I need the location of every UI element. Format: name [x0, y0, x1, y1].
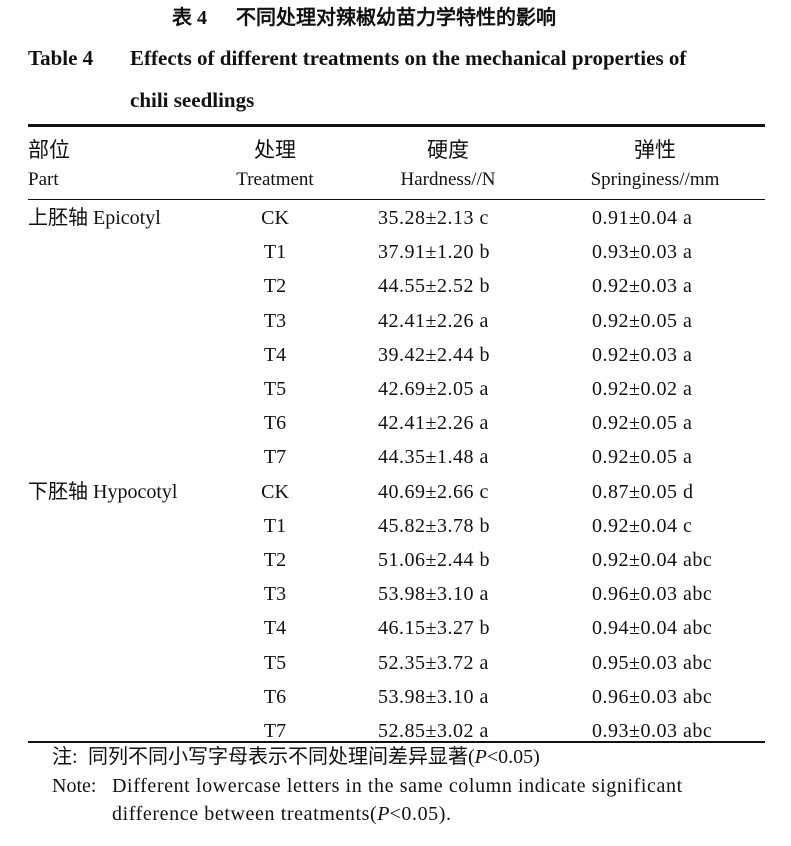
note-en-line2: P — [377, 803, 390, 825]
note-cn-text: P — [474, 746, 487, 768]
header-cn: 硬度 — [427, 137, 469, 162]
treatment: T5 — [263, 651, 287, 674]
hardness: 52.35±3.72 a — [378, 651, 489, 674]
note-en-line2: difference between treatments( — [112, 803, 378, 825]
treatment: T1 — [263, 514, 287, 537]
note-cn-label: 注: — [52, 746, 78, 768]
title-cn-text: 不同处理对辣椒幼苗力学特性的影响 — [236, 7, 556, 29]
treatment: T7 — [263, 446, 287, 469]
part-label: 下胚轴 Hypocotyl — [28, 480, 178, 503]
title-en-line1: Effects of different treatments on the m… — [130, 45, 687, 70]
hardness: 39.42±2.44 b — [378, 343, 490, 366]
hardness: 52.85±3.02 a — [378, 720, 489, 742]
title-en-line2: chili seedlings — [130, 87, 255, 112]
treatment: T4 — [263, 617, 287, 640]
treatment: CK — [261, 207, 289, 229]
treatment: T6 — [263, 685, 287, 708]
note-en-label: Note: — [52, 775, 97, 797]
top-rule — [28, 124, 765, 127]
note-en-line2: <0.05). — [389, 803, 452, 825]
note-en-line1: Different lowercase letters in the same … — [112, 775, 683, 797]
header-en: Hardness//N — [400, 168, 496, 190]
part-label: 上胚轴 Epicotyl — [28, 207, 161, 229]
treatment: T2 — [263, 275, 287, 298]
springiness: 0.92±0.04 c — [592, 514, 693, 537]
treatment: T4 — [263, 343, 287, 366]
treatment: T6 — [263, 412, 287, 435]
hardness: 46.15±3.27 b — [378, 617, 490, 640]
header-en: Part — [28, 168, 59, 190]
hardness: 42.69±2.05 a — [378, 378, 489, 400]
springiness: 0.93±0.03 a — [592, 241, 693, 264]
treatment: T3 — [263, 583, 287, 606]
springiness: 0.92±0.03 a — [592, 275, 693, 298]
title-cn-label: 表 4 — [172, 7, 207, 29]
bottom-rule — [28, 741, 765, 743]
springiness: 0.92±0.02 a — [592, 378, 693, 400]
header-cn: 部位 — [28, 137, 70, 162]
hardness: 44.55±2.52 b — [378, 275, 490, 298]
springiness: 0.87±0.05 d — [592, 480, 694, 503]
hardness: 44.35±1.48 a — [378, 446, 489, 469]
hardness: 35.28±2.13 c — [378, 207, 489, 229]
springiness: 0.94±0.04 abc — [592, 617, 713, 640]
treatment: T1 — [263, 241, 287, 264]
hardness: 53.98±3.10 a — [378, 583, 489, 606]
hardness: 51.06±2.44 b — [378, 549, 490, 571]
springiness: 0.93±0.03 abc — [592, 720, 713, 742]
treatment: T5 — [263, 378, 287, 400]
header-cn: 处理 — [254, 137, 296, 162]
springiness: 0.91±0.04 a — [592, 207, 693, 229]
springiness: 0.92±0.04 abc — [592, 549, 713, 571]
hardness: 42.41±2.26 a — [378, 309, 489, 332]
springiness: 0.92±0.05 a — [592, 412, 693, 435]
header-rule — [28, 199, 765, 200]
springiness: 0.96±0.03 abc — [592, 583, 713, 606]
title-en-label: Table 4 — [28, 45, 94, 70]
header-en: Springiness//mm — [590, 168, 720, 190]
springiness: 0.95±0.03 abc — [592, 651, 713, 674]
note-cn-text: <0.05) — [486, 746, 540, 768]
springiness: 0.92±0.05 a — [592, 446, 693, 469]
springiness: 0.92±0.05 a — [592, 309, 693, 332]
header-cn: 弹性 — [634, 137, 676, 162]
treatment: T3 — [263, 309, 287, 332]
springiness: 0.92±0.03 a — [592, 343, 693, 366]
hardness: 53.98±3.10 a — [378, 685, 489, 708]
hardness: 45.82±3.78 b — [378, 514, 490, 537]
note-cn-text: 同列不同小写字母表示不同处理间差异显著( — [88, 746, 475, 768]
header-en: Treatment — [236, 168, 314, 190]
hardness: 37.91±1.20 b — [378, 241, 490, 264]
treatment: T7 — [263, 720, 287, 742]
springiness: 0.96±0.03 abc — [592, 685, 713, 708]
hardness: 40.69±2.66 c — [378, 480, 489, 503]
treatment: CK — [261, 480, 289, 503]
hardness: 42.41±2.26 a — [378, 412, 489, 435]
treatment: T2 — [263, 549, 287, 571]
